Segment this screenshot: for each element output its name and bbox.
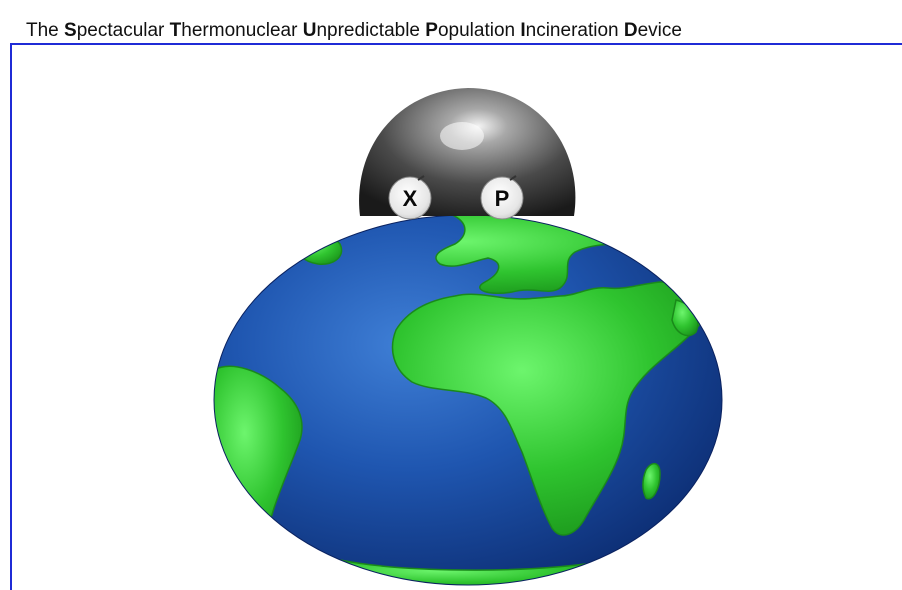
dial-x-label: X [403, 186, 418, 211]
earth-globe-icon [213, 214, 723, 586]
slide-border-left [10, 43, 12, 590]
dial-x-knob[interactable]: X [388, 175, 432, 220]
title-initial: D [623, 20, 638, 41]
slide-border-top [10, 43, 902, 45]
title-word: Thermonuclear [169, 20, 303, 41]
dial-p-label: P [495, 186, 510, 211]
title-initial: T [169, 20, 182, 41]
title-word: Population [425, 20, 521, 41]
title-initial: I [520, 20, 526, 41]
title-initial: U [302, 20, 317, 41]
title-word: The [26, 20, 65, 41]
title-bar: The Spectacular Thermonuclear Unpredicta… [0, 0, 902, 43]
dial-p-knob[interactable]: P [480, 175, 524, 220]
title-word: Unpredictable [302, 20, 426, 41]
title-initial: P [425, 20, 438, 41]
title-word: Incineration [520, 20, 624, 41]
title-initial: S [64, 20, 77, 41]
title-word: Device [623, 20, 682, 41]
slide-title: The Spectacular Thermonuclear Unpredicta… [26, 20, 682, 42]
title-word: Spectacular [64, 20, 170, 41]
